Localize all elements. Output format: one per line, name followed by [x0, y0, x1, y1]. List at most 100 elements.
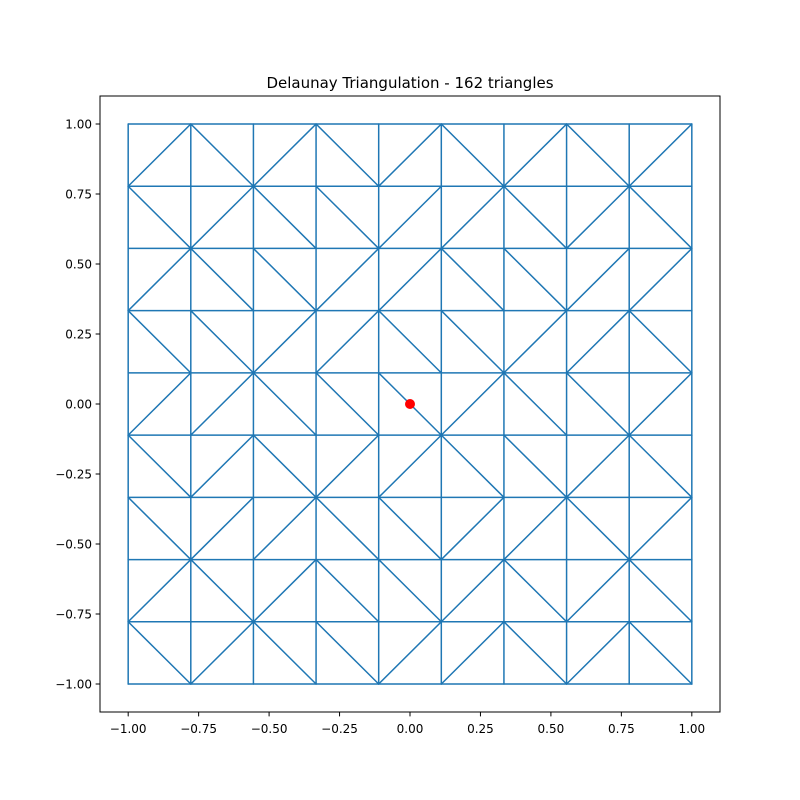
mesh-edge-diagonal	[127, 309, 192, 374]
mesh-edge-diagonal	[190, 372, 255, 436]
mesh-edge-diagonal	[503, 185, 568, 250]
mesh-edge-diagonal	[440, 185, 505, 250]
y-axis: −1.00 −0.75 −0.50 −0.25 0.00 0.25 0.50 0.75 1.00	[55, 118, 101, 692]
x-tick-label: 0.75	[608, 722, 635, 736]
y-tick-label: 0.25	[65, 328, 92, 342]
mesh-edge-diagonal	[252, 185, 317, 250]
mesh-edge-diagonal	[252, 123, 317, 187]
mesh-edge-diagonal	[377, 185, 443, 250]
x-tick-label: 0.50	[538, 722, 565, 736]
mesh-edge-diagonal	[127, 496, 192, 561]
mesh-edge-to-point	[409, 403, 443, 436]
mesh-edge-diagonal	[127, 123, 192, 187]
mesh-edge-diagonal	[190, 309, 255, 374]
mesh-edge-diagonal	[440, 434, 505, 499]
mesh-edge-diagonal	[127, 621, 192, 685]
mesh-edge-diagonal	[440, 372, 505, 436]
mesh-edge-diagonal	[503, 434, 568, 499]
mesh-edge-diagonal	[503, 558, 568, 623]
mesh-edge-diagonal	[565, 247, 630, 312]
mesh-edge-diagonal	[628, 496, 693, 561]
mesh-edge-diagonal	[440, 123, 505, 187]
mesh-edge-diagonal	[377, 247, 443, 312]
mesh-edge-diagonal	[190, 496, 255, 561]
mesh-edge-diagonal	[127, 185, 192, 250]
x-tick-label: 1.00	[678, 722, 705, 736]
mesh-edge-diagonal	[628, 123, 693, 187]
mesh-edge-diagonal	[628, 309, 693, 374]
x-tick-label: 0.00	[397, 722, 424, 736]
mesh-edge-diagonal	[565, 123, 630, 187]
mesh-edge-diagonal	[252, 496, 317, 561]
x-tick-label: −0.50	[251, 722, 288, 736]
mesh-edge-diagonal	[190, 558, 255, 623]
mesh-edge-diagonal	[440, 496, 505, 561]
mesh-edge-diagonal	[190, 621, 255, 685]
mesh-edge-diagonal	[565, 185, 630, 250]
chart-title: Delaunay Triangulation - 162 triangles	[266, 74, 553, 92]
y-tick-label: 0.50	[65, 258, 92, 272]
mesh-edge-diagonal	[315, 496, 380, 561]
mesh-edge-diagonal	[377, 558, 443, 623]
mesh-edge-diagonal	[315, 434, 380, 499]
mesh-edge-diagonal	[628, 247, 693, 312]
mesh-edge-diagonal	[315, 372, 380, 436]
mesh-edge-diagonal	[628, 372, 693, 436]
mesh-edge-diagonal	[252, 434, 317, 499]
mesh-edge-diagonal	[190, 123, 255, 187]
mesh-edge-diagonal	[377, 621, 443, 685]
mesh-edge-diagonal	[628, 185, 693, 250]
x-tick-label: −1.00	[110, 722, 147, 736]
x-tick-label: −0.75	[180, 722, 217, 736]
mesh-edge-diagonal	[252, 309, 317, 374]
mesh-edge-diagonal	[190, 247, 255, 312]
mesh-edge-diagonal	[377, 123, 443, 187]
mesh-edge-diagonal	[315, 621, 380, 685]
mesh-edge-diagonal	[190, 185, 255, 250]
mesh-edge-diagonal	[440, 558, 505, 623]
x-tick-label: −0.25	[321, 722, 358, 736]
mesh-edge-diagonal	[127, 434, 192, 499]
mesh-edge-diagonal	[628, 558, 693, 623]
mesh-edge-diagonal	[503, 247, 568, 312]
mesh-edge-diagonal	[377, 309, 443, 374]
highlight-group	[377, 372, 443, 436]
mesh-edge-diagonal	[315, 123, 380, 187]
mesh-edge-diagonal	[565, 372, 630, 436]
mesh-edge-diagonal	[377, 496, 443, 561]
mesh-edge-diagonal	[440, 309, 505, 374]
mesh-edge-diagonal	[315, 558, 380, 623]
mesh-edge-diagonal	[252, 247, 317, 312]
mesh-edge-diagonal	[252, 558, 317, 623]
mesh-edge-diagonal	[252, 372, 317, 436]
y-tick-label: −0.75	[55, 608, 92, 622]
mesh-edge-diagonal	[565, 434, 630, 499]
mesh-edge-diagonal	[565, 496, 630, 561]
mesh-edge-diagonal	[127, 558, 192, 623]
mesh-edge-diagonal	[503, 496, 568, 561]
mesh-edge-diagonal	[252, 621, 317, 685]
mesh-edge-diagonal	[377, 434, 443, 499]
y-tick-label: −0.25	[55, 468, 92, 482]
mesh-edge-diagonal	[440, 621, 505, 685]
mesh-edge-diagonal	[440, 247, 505, 312]
mesh-edge-diagonal	[628, 621, 693, 685]
mesh-edge-diagonal	[628, 434, 693, 499]
mesh-edge-diagonal	[503, 309, 568, 374]
x-tick-label: 0.25	[467, 722, 494, 736]
mesh-edge-diagonal	[565, 621, 630, 685]
y-tick-label: −0.50	[55, 538, 92, 552]
triangulation-mesh	[127, 123, 693, 685]
mesh-edge-diagonal	[127, 247, 192, 312]
y-tick-label: 0.00	[65, 398, 92, 412]
mesh-edge-diagonal	[315, 309, 380, 374]
x-axis: −1.00 −0.75 −0.50 −0.25 0.00 0.25 0.50 0.75 1.00	[110, 711, 705, 736]
highlight-point	[405, 399, 415, 409]
mesh-edge-to-point	[377, 372, 411, 405]
mesh-edge-diagonal	[503, 372, 568, 436]
mesh-edge-diagonal	[503, 123, 568, 187]
mesh-edge-diagonal	[565, 309, 630, 374]
mesh-edge-diagonal	[190, 434, 255, 499]
mesh-edge-diagonal	[315, 247, 380, 312]
